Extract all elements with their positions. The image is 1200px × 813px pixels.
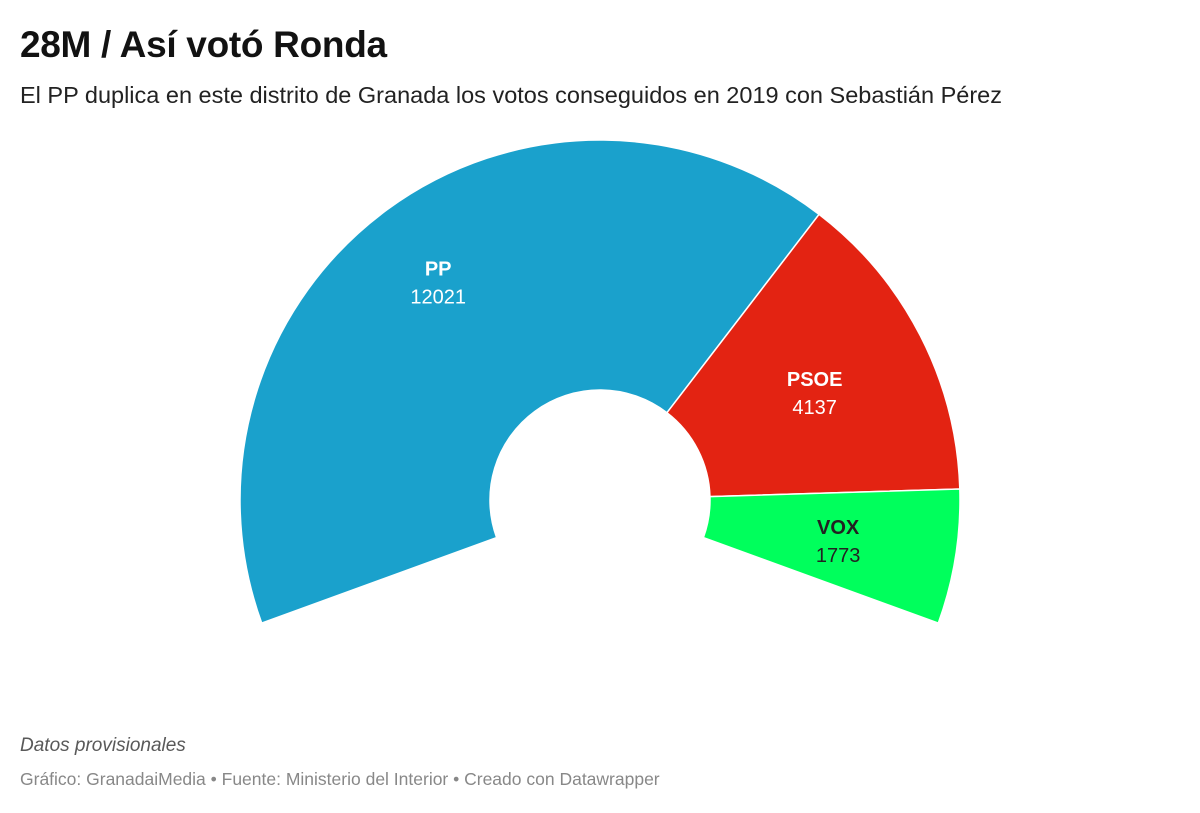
slice-value-pp: 12021 xyxy=(410,286,466,308)
slice-label-psoe: PSOE xyxy=(787,369,843,391)
chart-header: 28M / Así votó Ronda El PP duplica en es… xyxy=(20,22,1180,110)
slice-pp xyxy=(239,139,821,625)
slice-vox xyxy=(702,488,961,625)
chart-notes: Datos provisionales xyxy=(20,735,186,756)
slice-psoe xyxy=(665,213,961,498)
chart-title: 28M / Así votó Ronda xyxy=(20,24,387,65)
slice-value-psoe: 4137 xyxy=(792,397,837,419)
slice-label-vox: VOX xyxy=(817,517,860,539)
chart-subtitle: El PP duplica en este distrito de Granad… xyxy=(20,82,1002,108)
chart-footer: Datos provisionales Gráfico: GranadaiMed… xyxy=(20,733,1180,791)
slice-value-vox: 1773 xyxy=(816,545,861,567)
chart-byline: Gráfico: GranadaiMedia • Fuente: Ministe… xyxy=(20,769,660,789)
slice-label-pp: PP xyxy=(425,258,452,280)
